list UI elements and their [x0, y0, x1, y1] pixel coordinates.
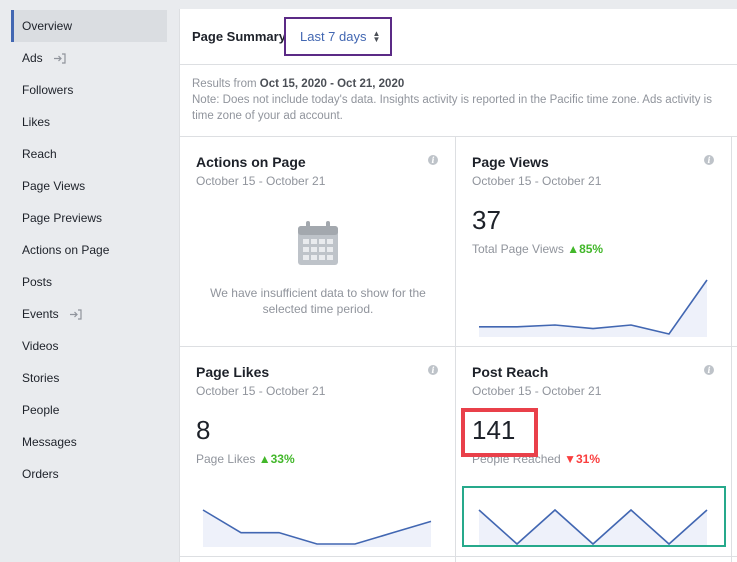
divider — [731, 136, 732, 562]
external-link-icon — [53, 52, 66, 64]
sidebar-item-events[interactable]: Events — [11, 298, 167, 330]
sidebar-item-stories[interactable]: Stories — [11, 362, 167, 394]
metric-value: 141 — [472, 415, 516, 445]
date-range-value: Last 7 days — [300, 29, 367, 44]
card-title: Page Views — [472, 154, 549, 170]
page-summary-title: Page Summary — [192, 29, 286, 44]
change-up: ▲85% — [567, 242, 603, 256]
sidebar-item-videos[interactable]: Videos — [11, 330, 167, 362]
sparkline-area — [479, 510, 707, 547]
sidebar-item-page-previews[interactable]: Page Previews — [11, 202, 167, 234]
card-page-likes[interactable]: Page Likes October 15 - October 21 i 8 P… — [180, 347, 455, 556]
sparkline-chart — [478, 508, 708, 547]
highlight-box-sparkline — [462, 486, 726, 547]
change-value: 31% — [575, 452, 600, 466]
sidebar-item-page-views[interactable]: Page Views — [11, 170, 167, 202]
results-date-range: Oct 15, 2020 - Oct 21, 2020 — [259, 78, 405, 90]
sidebar: Overview Ads Followers Likes Reach Page … — [0, 0, 170, 562]
external-link-icon — [69, 308, 82, 320]
sidebar-item-label: Events — [22, 307, 59, 321]
card-date: October 15 - October 21 — [196, 384, 326, 398]
page-summary-header: Page Summary Last 7 days ▲ ▼ — [180, 9, 737, 65]
sparkline-line — [478, 508, 708, 546]
sidebar-item-people[interactable]: People — [11, 394, 167, 426]
sidebar-item-label: Messages — [22, 435, 77, 449]
sidebar-item-label: Ads — [22, 51, 43, 65]
metric-label-text: Total Page Views — [472, 242, 564, 256]
highlight-box-value — [461, 408, 538, 457]
sidebar-item-label: Page Views — [22, 179, 86, 193]
divider — [180, 556, 737, 557]
note-line-1: Note: Does not include today's data. Ins… — [192, 94, 712, 106]
sparkline-area — [203, 510, 431, 547]
sparkline-chart — [479, 279, 708, 337]
message-line-1: We have insufficient data to show for th… — [210, 286, 426, 300]
metric-value: 8 — [196, 415, 211, 445]
sidebar-item-label: Overview — [22, 19, 73, 33]
calendar-icon — [298, 221, 338, 265]
info-icon[interactable]: i — [704, 365, 714, 375]
card-date: October 15 - October 21 — [196, 174, 326, 188]
note-line-2: time zone of your ad account. — [192, 110, 343, 122]
change-down: ▼31% — [564, 452, 600, 466]
sidebar-item-label: Followers — [22, 83, 74, 97]
card-date: October 15 - October 21 — [472, 174, 602, 188]
card-title: Post Reach — [472, 364, 549, 380]
sidebar-item-likes[interactable]: Likes — [11, 106, 167, 138]
sparkline-line — [479, 279, 708, 335]
sidebar-item-actions-on-page[interactable]: Actions on Page — [11, 234, 167, 266]
change-value: 33% — [270, 452, 295, 466]
sparkline-chart — [202, 509, 432, 547]
change-value: 85% — [579, 242, 604, 256]
sidebar-item-label: Orders — [22, 467, 59, 481]
sidebar-item-orders[interactable]: Orders — [11, 458, 167, 490]
sparkline-area — [479, 280, 707, 337]
date-range-select[interactable]: Last 7 days ▲ ▼ — [284, 17, 392, 56]
sidebar-item-label: People — [22, 403, 60, 417]
sidebar-item-label: Likes — [22, 115, 51, 129]
sidebar-item-label: Videos — [22, 339, 59, 353]
sidebar-item-followers[interactable]: Followers — [11, 74, 167, 106]
metric-label: Page Likes ▲33% — [196, 452, 295, 466]
sidebar-item-messages[interactable]: Messages — [11, 426, 167, 458]
card-title: Actions on Page — [196, 154, 306, 170]
sidebar-item-label: Actions on Page — [22, 243, 110, 257]
main-panel: Page Summary Last 7 days ▲ ▼ Results from… — [179, 9, 737, 562]
change-up: ▲33% — [259, 452, 295, 466]
card-title: Page Likes — [196, 364, 270, 380]
card-page-views[interactable]: Page Views October 15 - October 21 i 37 … — [456, 137, 731, 346]
sidebar-item-label: Reach — [22, 147, 57, 161]
sidebar-item-reach[interactable]: Reach — [11, 138, 167, 170]
sort-arrows-icon: ▲ ▼ — [372, 28, 381, 44]
divider — [455, 136, 456, 562]
triangle-up-icon: ▲ — [258, 452, 271, 466]
sidebar-item-ads[interactable]: Ads — [11, 42, 167, 74]
sparkline-line — [202, 509, 432, 545]
card-actions-on-page[interactable]: Actions on Page October 15 - October 21 … — [180, 137, 455, 346]
results-prefix: Results from — [192, 78, 260, 90]
info-icon[interactable]: i — [428, 365, 438, 375]
info-icon[interactable]: i — [704, 155, 714, 165]
sidebar-item-posts[interactable]: Posts — [11, 266, 167, 298]
message-line-2: selected time period. — [262, 302, 374, 316]
sidebar-item-label: Stories — [22, 371, 60, 385]
results-info: Results from Oct 15, 2020 - Oct 21, 2020… — [192, 76, 737, 124]
sidebar-item-label: Posts — [22, 275, 53, 289]
divider — [180, 346, 737, 347]
insufficient-data-message: We have insufficient data to show for th… — [188, 285, 448, 317]
info-icon[interactable]: i — [428, 155, 438, 165]
metric-label-text: Page Likes — [196, 452, 256, 466]
card-date: October 15 - October 21 — [472, 384, 602, 398]
metric-value: 37 — [472, 205, 501, 235]
card-post-reach[interactable]: Post Reach October 15 - October 21 i 141… — [456, 347, 731, 556]
triangle-up-icon: ▲ — [567, 242, 580, 256]
sidebar-item-overview[interactable]: Overview — [11, 10, 167, 42]
divider — [180, 136, 737, 137]
metric-label: Total Page Views ▲85% — [472, 242, 603, 256]
sidebar-item-label: Page Previews — [22, 211, 103, 225]
triangle-down-icon: ▼ — [564, 452, 576, 466]
